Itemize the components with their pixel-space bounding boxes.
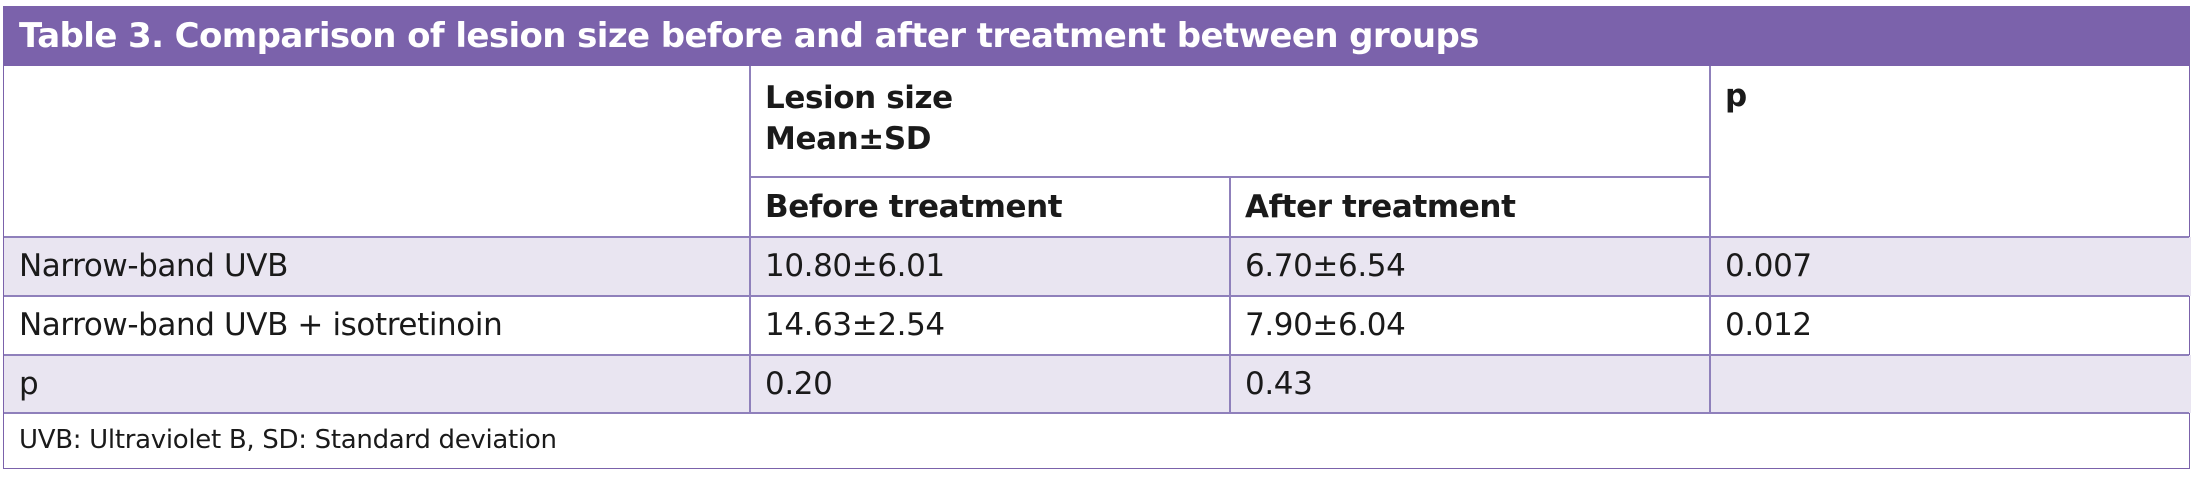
row-label: Narrow-band UVB + isotretinoin (19, 307, 503, 343)
row-p-value (1710, 355, 2191, 413)
row-after-value: 0.43 (1230, 355, 1710, 413)
mean-sd-label: Mean±SD (765, 121, 932, 157)
row-divider (4, 295, 2189, 297)
table-footnote: UVB: Ultraviolet B, SD: Standard deviati… (19, 425, 557, 455)
row-p-value: 0.012 (1725, 307, 1812, 343)
column-divider (749, 66, 751, 413)
row-before-value: 14.63±2.54 (765, 307, 945, 343)
lesion-size-label: Lesion size (765, 80, 953, 116)
lesion-size-header: Lesion size Mean±SD (750, 66, 1710, 177)
row-divider (4, 412, 2189, 414)
row-before-value: 10.80±6.01 (750, 237, 1230, 296)
row-divider (750, 176, 1710, 178)
column-divider (1709, 66, 1711, 413)
p-column-header: p (1725, 78, 1747, 114)
row-divider (4, 236, 2189, 238)
after-treatment-header: After treatment (1245, 189, 1516, 225)
comparison-table: Table 3. Comparison of lesion size befor… (3, 6, 2191, 469)
before-treatment-header: Before treatment (765, 189, 1063, 225)
row-after-value: 6.70±6.54 (1230, 237, 1710, 296)
row-p-value: 0.007 (1710, 237, 2191, 296)
row-after-value: 7.90±6.04 (1245, 307, 1406, 343)
row-label: p (4, 355, 750, 413)
row-divider (4, 354, 2189, 356)
row-before-value: 0.20 (750, 355, 1230, 413)
table-title: Table 3. Comparison of lesion size befor… (4, 7, 2189, 66)
row-label: Narrow-band UVB (4, 237, 750, 296)
